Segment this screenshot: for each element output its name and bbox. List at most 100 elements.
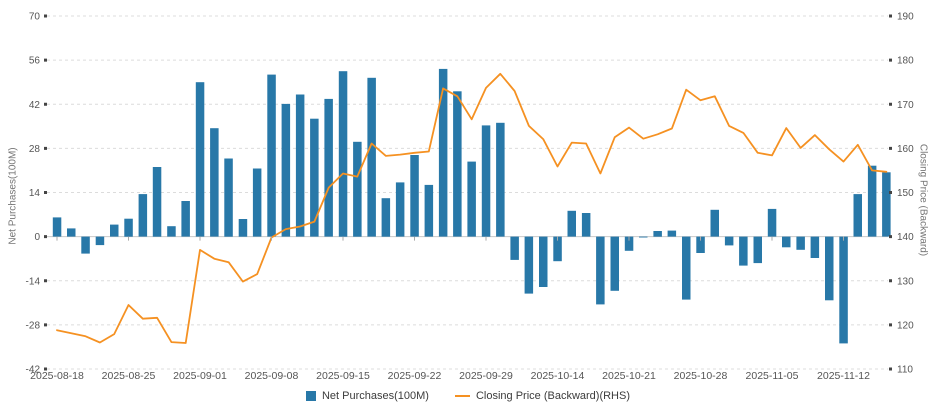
- left-tick-label: 28: [29, 144, 41, 155]
- bar: [796, 236, 805, 250]
- x-tick-label: 2025-08-25: [102, 370, 156, 382]
- left-tick-label: 70: [29, 12, 41, 23]
- bar: [410, 155, 419, 237]
- right-tick-mark: [889, 102, 892, 106]
- bar: [167, 226, 176, 237]
- right-tick-mark: [889, 191, 892, 194]
- right-tick-mark: [889, 323, 892, 327]
- bar: [567, 210, 576, 237]
- left-axis-title: Net Purchases(100M): [7, 147, 19, 245]
- left-axis-ticks: 70 56 42 28 14 0 -14 -28 -42: [26, 12, 47, 376]
- right-tick-label: 170: [897, 100, 914, 111]
- bar: [810, 236, 820, 258]
- bar: [682, 236, 691, 300]
- x-tick-label: 2025-11-05: [746, 370, 799, 382]
- bar: [825, 236, 834, 301]
- bar: [610, 236, 619, 291]
- bar: [110, 224, 119, 237]
- left-tick-mark: [44, 191, 47, 194]
- bar: [624, 236, 634, 251]
- bar: [581, 213, 591, 237]
- x-axis-ticks: 2025-08-18 2025-08-25 2025-09-01 2025-09-08…: [30, 236, 870, 382]
- bar: [453, 91, 462, 237]
- left-tick-mark: [44, 279, 47, 283]
- net-purchases-bars: [52, 68, 891, 344]
- bar: [210, 128, 219, 237]
- bar: [52, 217, 62, 237]
- x-tick-label: 2025-11-12: [817, 370, 870, 382]
- x-tick-label: 2025-10-21: [602, 370, 656, 382]
- legend-label-closing-price: Closing Price (Backward)(RHS): [475, 390, 631, 402]
- left-tick-label: 0: [34, 232, 40, 243]
- bar: [395, 182, 405, 237]
- right-tick-mark: [889, 58, 892, 62]
- bar: [753, 236, 762, 264]
- right-tick-mark: [889, 279, 892, 283]
- legend-item-net-purchases[interactable]: Net Purchases(100M): [305, 390, 429, 402]
- left-tick-mark: [44, 102, 47, 106]
- bar: [724, 236, 734, 246]
- left-tick-label: 14: [29, 188, 41, 199]
- bar: [353, 141, 362, 237]
- right-tick-label: 190: [897, 12, 914, 23]
- bar: [710, 209, 719, 237]
- left-tick-mark: [44, 235, 47, 239]
- x-tick-label: 2025-10-28: [674, 370, 728, 382]
- bar: [696, 236, 705, 253]
- right-tick-label: 130: [897, 276, 914, 287]
- left-tick-mark: [44, 323, 47, 327]
- bar-series-swatch-icon: [305, 391, 316, 401]
- left-tick-label: -42: [26, 365, 41, 376]
- bar: [882, 172, 891, 237]
- x-tick-label: 2025-09-15: [316, 370, 370, 382]
- bar: [81, 236, 90, 254]
- bar: [596, 236, 605, 305]
- legend-item-closing-price[interactable]: Closing Price (Backward)(RHS): [454, 390, 631, 402]
- right-axis-title: Closing Price (Backward): [917, 143, 929, 257]
- left-tick-label: 42: [29, 100, 41, 111]
- bar: [767, 208, 777, 237]
- bar: [553, 236, 562, 262]
- bar: [496, 122, 505, 237]
- bar: [295, 94, 305, 237]
- right-tick-mark: [889, 146, 892, 150]
- bar: [481, 125, 491, 237]
- right-tick-label: 120: [897, 320, 914, 331]
- left-tick-mark: [44, 146, 47, 150]
- bar: [310, 118, 319, 237]
- bar: [152, 167, 162, 237]
- legend-label-net-purchases: Net Purchases(100M): [321, 390, 429, 402]
- bar: [181, 201, 190, 237]
- bar: [782, 236, 791, 248]
- bar: [252, 168, 262, 237]
- right-tick-mark: [889, 235, 892, 239]
- right-tick-label: 110: [897, 365, 913, 376]
- x-tick-label: 2025-09-22: [388, 370, 442, 382]
- bar: [95, 236, 105, 246]
- bar: [667, 230, 677, 237]
- bar: [238, 219, 248, 237]
- bar: [338, 71, 348, 237]
- right-tick-label: 160: [897, 144, 914, 155]
- bar: [381, 198, 391, 237]
- bar: [524, 236, 534, 294]
- bar: [281, 103, 291, 237]
- x-tick-label: 2025-10-14: [531, 370, 585, 382]
- bar: [639, 236, 648, 238]
- x-tick-label: 2025-09-29: [459, 370, 513, 382]
- bar: [853, 194, 862, 237]
- bar: [267, 74, 276, 237]
- bar: [539, 236, 548, 287]
- bar: [739, 236, 748, 266]
- left-tick-mark: [44, 58, 47, 62]
- bar: [367, 77, 376, 237]
- bar: [424, 184, 434, 237]
- left-tick-mark: [44, 14, 47, 18]
- bar: [67, 228, 76, 237]
- right-tick-label: 140: [897, 232, 914, 243]
- legend: Net Purchases(100M) Closing Price (Backw…: [0, 390, 936, 402]
- bar: [839, 236, 848, 344]
- bar: [138, 194, 148, 237]
